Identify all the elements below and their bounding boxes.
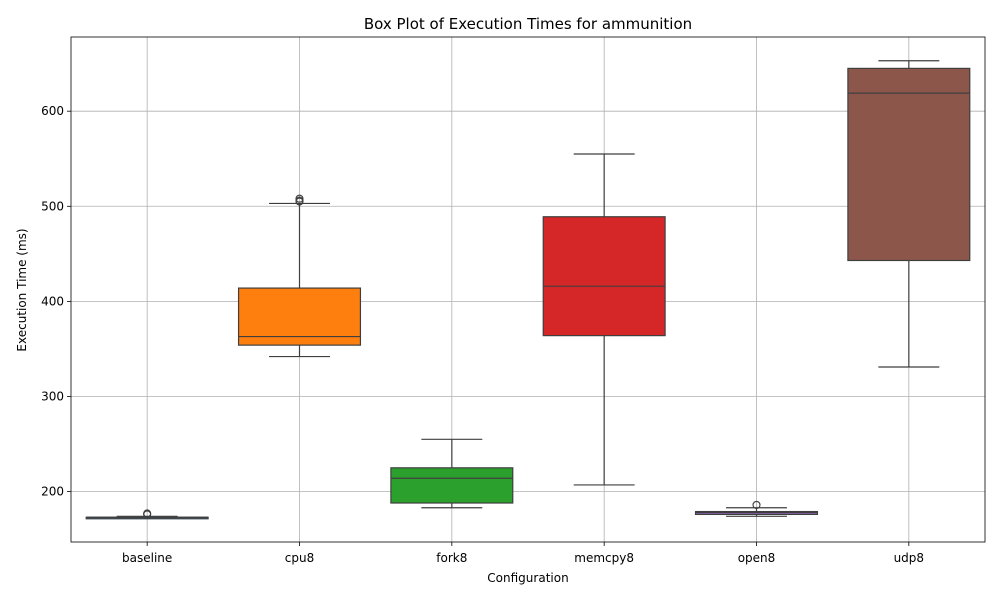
x-tick-label: memcpy8: [574, 551, 634, 565]
x-axis-title: Configuration: [487, 571, 568, 585]
y-axis-title: Execution Time (ms): [15, 228, 29, 351]
iqr-box: [390, 467, 514, 504]
tick-layer: 200 300 400 500 600 baseline cpu8 fork8 memcpy8 o…: [41, 104, 924, 565]
x-tick-label: open8: [738, 551, 776, 565]
y-tick-label: 400: [41, 294, 64, 308]
outlier-point: [752, 500, 761, 509]
box-baseline: [85, 509, 209, 520]
box-memcpy8: [542, 153, 666, 486]
iqr-box: [847, 67, 971, 262]
plot-frame: [70, 36, 986, 543]
box-cpu8: [237, 194, 362, 358]
y-tick-label: 300: [41, 389, 64, 403]
x-tick-label: baseline: [122, 551, 172, 565]
box-open8: [694, 500, 819, 517]
iqr-box: [542, 216, 666, 337]
x-tick-label: cpu8: [285, 551, 314, 565]
box-layer: [85, 60, 971, 520]
outlier-point: [295, 194, 304, 203]
iqr-box: [237, 287, 362, 346]
chart-title: Box Plot of Execution Times for ammuniti…: [364, 15, 692, 33]
x-tick-label: fork8: [436, 551, 467, 565]
outlier-point: [143, 509, 152, 518]
y-tick-label: 600: [41, 104, 64, 118]
x-tick-label: udp8: [894, 551, 924, 565]
y-tick-label: 500: [41, 199, 64, 213]
box-udp8: [847, 60, 971, 368]
box-fork8: [390, 438, 514, 509]
y-tick-label: 200: [41, 485, 64, 499]
